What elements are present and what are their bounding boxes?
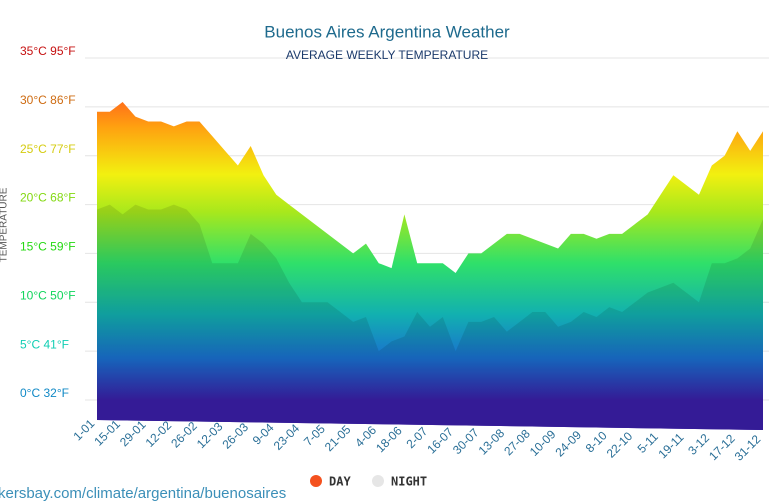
y-tick-label: 15°C 59°F bbox=[20, 240, 76, 254]
y-tick-label: 25°C 77°F bbox=[20, 142, 76, 156]
x-tick-label: 22-10 bbox=[604, 429, 636, 461]
legend-label: DAY bbox=[329, 475, 351, 489]
x-tick-label: 17-12 bbox=[706, 431, 738, 463]
x-tick-label: 12-03 bbox=[194, 419, 226, 451]
x-tick-label: 26-02 bbox=[168, 419, 200, 451]
chart-subtitle: AVERAGE WEEKLY TEMPERATURE bbox=[286, 48, 488, 62]
x-tick-label: 30-07 bbox=[450, 425, 482, 457]
legend-label: NIGHT bbox=[391, 475, 427, 489]
chart-title: Buenos Aires Argentina Weather bbox=[264, 22, 510, 41]
x-tick-label: 15-01 bbox=[91, 417, 123, 449]
x-tick-label: 21-05 bbox=[322, 422, 354, 454]
y-tick-label: 20°C 68°F bbox=[20, 191, 76, 205]
x-tick-label: 16-07 bbox=[424, 425, 456, 457]
source-watermark: kersbay.com/climate/argentina/buenosaire… bbox=[0, 485, 286, 502]
plot-area bbox=[97, 101, 763, 430]
y-axis-title: TEMPERATURE bbox=[0, 187, 10, 262]
legend-swatch bbox=[310, 475, 322, 487]
x-tick-label: 13-08 bbox=[476, 426, 508, 458]
x-tick-label: 19-11 bbox=[656, 430, 687, 461]
y-tick-label: 35°C 95°F bbox=[20, 44, 76, 58]
night-shade bbox=[97, 204, 763, 430]
x-tick-label: 24-09 bbox=[552, 428, 584, 460]
legend: DAY NIGHT bbox=[310, 475, 427, 489]
legend-swatch bbox=[372, 475, 384, 487]
x-tick-label: 27-08 bbox=[501, 426, 533, 458]
y-tick-label: 5°C 41°F bbox=[20, 337, 69, 351]
x-tick-label: 23-04 bbox=[271, 421, 303, 453]
night-area bbox=[97, 204, 763, 430]
y-tick-label: 0°C 32°F bbox=[20, 386, 69, 400]
x-tick-label: 29-01 bbox=[117, 417, 149, 449]
x-tick-label: 31-12 bbox=[732, 432, 764, 464]
x-tick-label: 18-06 bbox=[373, 423, 405, 455]
x-tick-label: 12-02 bbox=[143, 418, 175, 450]
x-tick-label: 10-09 bbox=[527, 427, 559, 459]
y-tick-label: 30°C 86°F bbox=[20, 93, 76, 107]
y-tick-label: 10°C 50°F bbox=[20, 288, 76, 302]
x-tick-label: 26-03 bbox=[219, 420, 251, 452]
